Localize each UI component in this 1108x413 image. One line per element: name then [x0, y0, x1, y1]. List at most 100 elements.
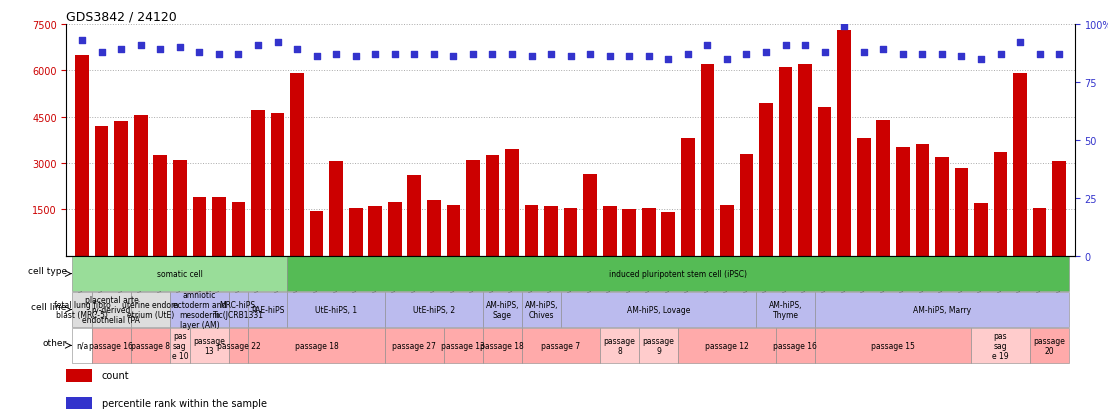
Bar: [779, 68, 792, 256]
Point: [1012, 40, 1029, 47]
Bar: [228, 328, 248, 363]
Bar: [818, 108, 831, 256]
Text: somatic cell: somatic cell: [157, 269, 203, 278]
Bar: [642, 208, 656, 256]
Text: other: other: [42, 338, 66, 347]
Bar: [1029, 328, 1069, 363]
Bar: [193, 197, 206, 256]
Bar: [447, 205, 460, 256]
Bar: [287, 257, 1069, 291]
Point: [913, 52, 931, 58]
Bar: [72, 257, 287, 291]
Bar: [384, 328, 443, 363]
Text: induced pluripotent stem cell (iPSC): induced pluripotent stem cell (iPSC): [609, 269, 747, 278]
Point: [972, 56, 989, 63]
Point: [327, 52, 345, 58]
Bar: [522, 328, 599, 363]
Bar: [92, 292, 131, 327]
Bar: [623, 210, 636, 256]
Text: UtE-hiPS, 2: UtE-hiPS, 2: [413, 305, 455, 314]
Text: passage 16: passage 16: [773, 341, 818, 350]
Bar: [189, 328, 228, 363]
Bar: [678, 328, 776, 363]
Bar: [153, 156, 167, 256]
Point: [542, 52, 560, 58]
Text: passage 27: passage 27: [392, 341, 437, 350]
Text: AM-hiPS,
Thyme: AM-hiPS, Thyme: [769, 300, 802, 319]
Text: n/a: n/a: [76, 341, 89, 350]
Point: [797, 42, 814, 49]
Point: [444, 54, 462, 60]
Bar: [66, 369, 92, 382]
Bar: [427, 201, 441, 256]
Text: passage 13: passage 13: [441, 341, 485, 350]
Bar: [564, 208, 577, 256]
Text: passage 18: passage 18: [295, 341, 338, 350]
Bar: [483, 292, 522, 327]
Point: [874, 47, 892, 54]
Text: AM-hiPS,
Chives: AM-hiPS, Chives: [524, 300, 558, 319]
Point: [406, 52, 423, 58]
Text: pas
sag
e 10: pas sag e 10: [172, 331, 188, 360]
Point: [738, 52, 756, 58]
Bar: [485, 156, 500, 256]
Bar: [740, 154, 753, 256]
Text: passage 8: passage 8: [131, 341, 170, 350]
Point: [112, 47, 130, 54]
Point: [191, 49, 208, 56]
Point: [249, 42, 267, 49]
Bar: [290, 74, 304, 256]
Bar: [544, 207, 558, 256]
Bar: [248, 328, 384, 363]
Bar: [443, 328, 483, 363]
Text: passage 7: passage 7: [542, 341, 581, 350]
Bar: [955, 168, 968, 256]
Text: passage 12: passage 12: [705, 341, 749, 350]
Point: [367, 52, 384, 58]
Point: [640, 54, 658, 60]
Bar: [131, 328, 170, 363]
Bar: [814, 292, 1069, 327]
Point: [562, 54, 579, 60]
Bar: [388, 202, 401, 256]
Bar: [368, 207, 382, 256]
Bar: [131, 292, 170, 327]
Bar: [329, 162, 343, 256]
Text: passage
9: passage 9: [643, 336, 675, 355]
Bar: [876, 120, 890, 256]
Bar: [505, 150, 519, 256]
Text: passage
13: passage 13: [193, 336, 225, 355]
Point: [93, 49, 111, 56]
Text: amniotic
ectoderm and
mesoderm
layer (AM): amniotic ectoderm and mesoderm layer (AM…: [173, 291, 226, 329]
Point: [132, 42, 150, 49]
Point: [229, 52, 247, 58]
Point: [992, 52, 1009, 58]
Point: [1050, 52, 1068, 58]
Bar: [759, 103, 773, 256]
Point: [659, 56, 677, 63]
Text: fetal lung fibro
blast (MRC-5): fetal lung fibro blast (MRC-5): [53, 300, 111, 319]
Bar: [935, 157, 948, 256]
Text: cell type: cell type: [28, 267, 66, 275]
Point: [718, 56, 736, 63]
Point: [386, 52, 403, 58]
Bar: [798, 65, 812, 256]
Point: [347, 54, 365, 60]
Text: cell line: cell line: [31, 302, 66, 311]
Bar: [661, 213, 675, 256]
Text: percentile rank within the sample: percentile rank within the sample: [102, 398, 267, 408]
Point: [815, 49, 833, 56]
Bar: [212, 197, 226, 256]
Bar: [384, 292, 483, 327]
Point: [601, 54, 618, 60]
Point: [679, 52, 697, 58]
Text: UtE-hiPS, 1: UtE-hiPS, 1: [315, 305, 357, 314]
Bar: [466, 161, 480, 256]
Text: passage 16: passage 16: [90, 341, 133, 350]
Bar: [114, 122, 129, 256]
Point: [698, 42, 716, 49]
Bar: [814, 328, 972, 363]
Bar: [270, 114, 285, 256]
Bar: [72, 292, 92, 327]
Bar: [522, 292, 561, 327]
